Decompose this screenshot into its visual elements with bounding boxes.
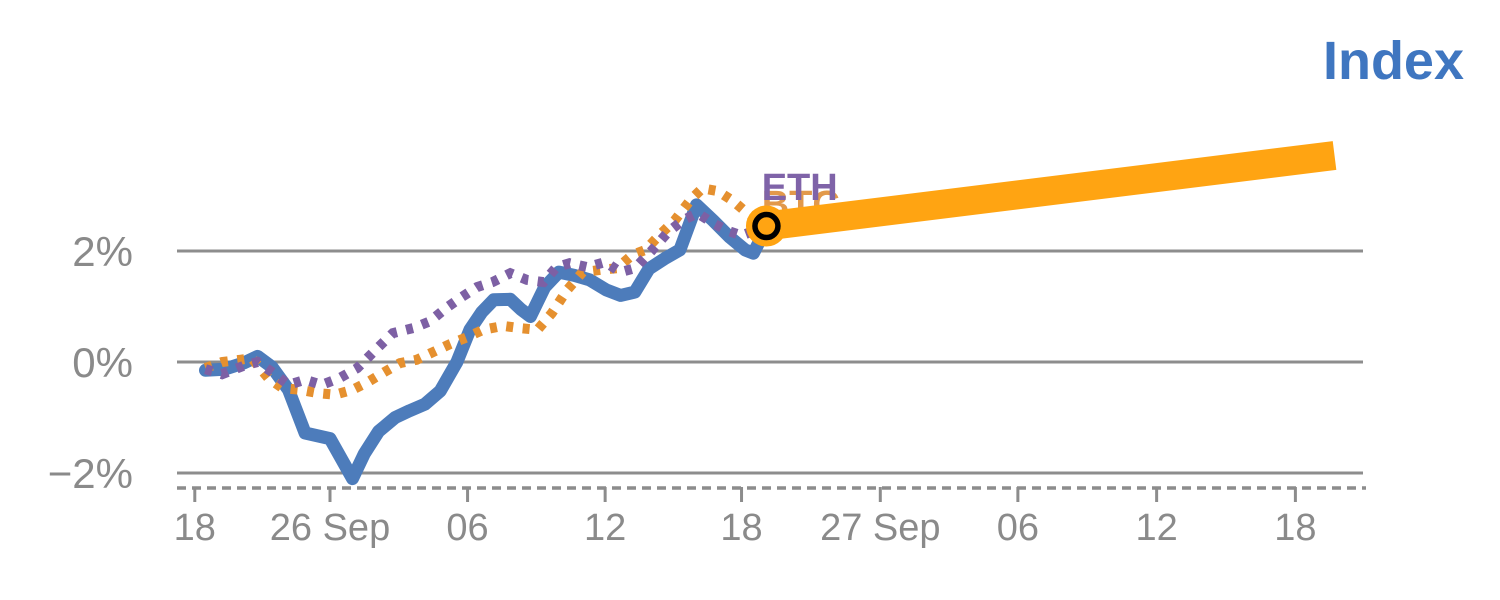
btc-line xyxy=(203,182,770,400)
forecast-band xyxy=(764,141,1337,241)
x-tick-label-5: 27 Sep xyxy=(820,507,940,549)
chart-title: Index xyxy=(1322,31,1464,91)
x-tick-label-0: 18 xyxy=(174,507,216,549)
y-tick-label-0: 2% xyxy=(72,228,133,275)
x-tick-label-1: 26 Sep xyxy=(270,507,390,549)
x-tick-label-4: 18 xyxy=(720,507,762,549)
x-tick-label-7: 12 xyxy=(1135,507,1177,549)
x-tick-label-3: 12 xyxy=(584,507,626,549)
x-tick-label-8: 18 xyxy=(1274,507,1316,549)
last-point-marker xyxy=(752,211,781,241)
index-line xyxy=(199,198,773,486)
eth-series-label: ETH xyxy=(762,167,838,209)
x-tick-label-6: 06 xyxy=(997,507,1039,549)
eth-line xyxy=(204,207,769,391)
y-tick-label-1: 0% xyxy=(72,339,133,386)
y-tick-label-2: −2% xyxy=(48,450,133,497)
x-tick-label-2: 06 xyxy=(446,507,488,549)
